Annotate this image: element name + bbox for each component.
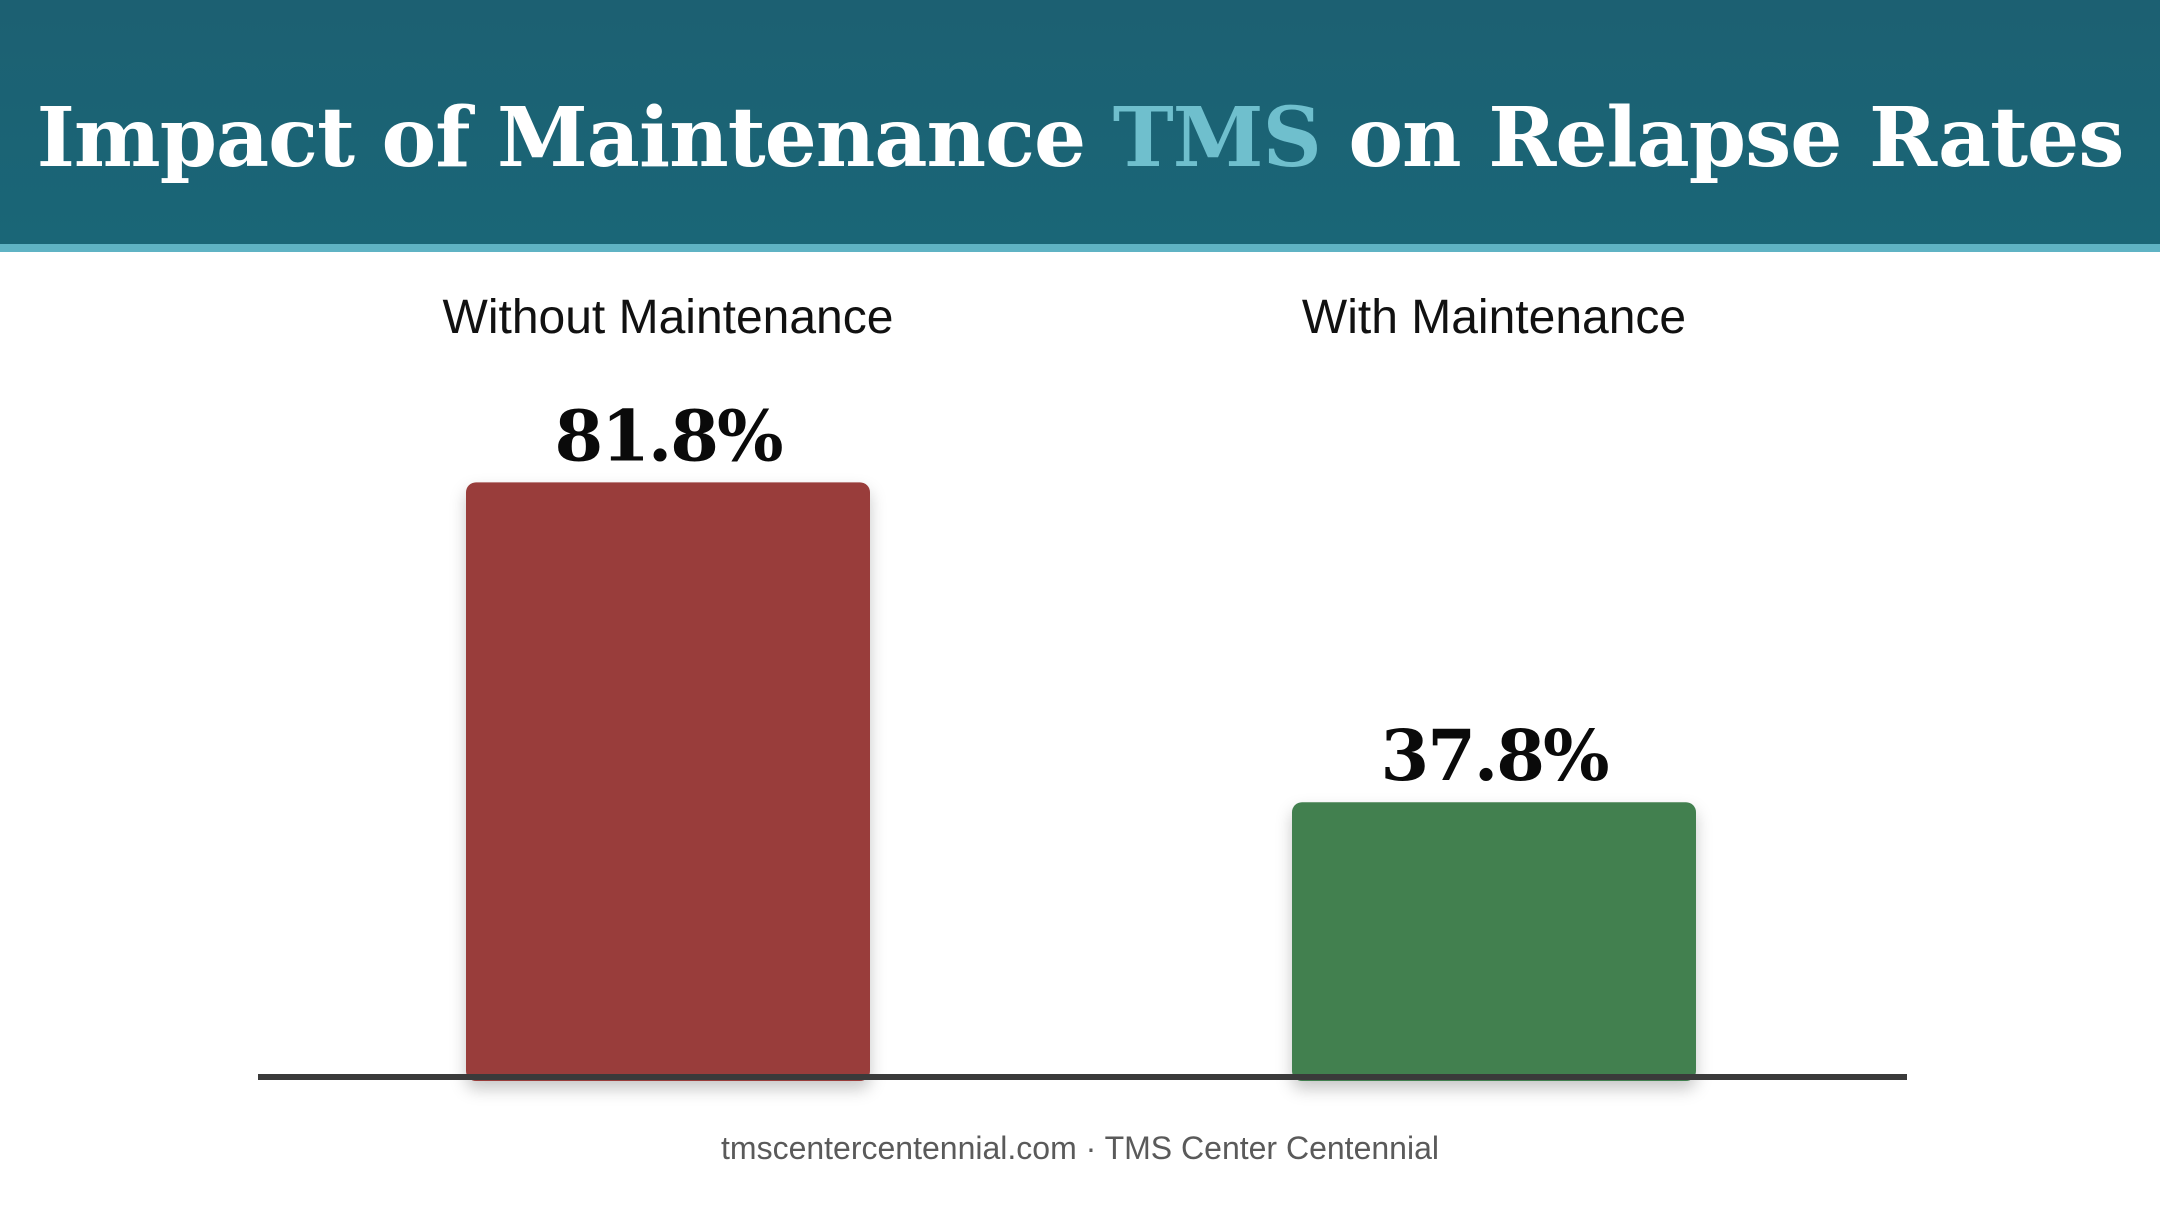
category-label: Without Maintenance bbox=[443, 291, 894, 344]
title-accent: TMS bbox=[1112, 90, 1322, 186]
value-label: 37.8% bbox=[1380, 714, 1607, 797]
page-title: Impact of Maintenance TMS on Relapse Rat… bbox=[0, 88, 2160, 188]
title-part-1: Impact of Maintenance bbox=[36, 90, 1113, 186]
footer-credit: tmscentercentennial.com · TMS Center Cen… bbox=[721, 1130, 1439, 1166]
value-label: 81.8% bbox=[554, 394, 781, 477]
header-banner bbox=[0, 0, 2160, 244]
bar-without-maintenance bbox=[466, 482, 870, 1082]
header-divider bbox=[0, 244, 2160, 252]
relapse-rate-bar-chart: Without Maintenance 81.8% With Maintenance… bbox=[258, 291, 1907, 1082]
title-part-2: on Relapse Rates bbox=[1320, 90, 2124, 186]
category-label: With Maintenance bbox=[1302, 291, 1686, 344]
bar-with-maintenance bbox=[1292, 802, 1696, 1081]
